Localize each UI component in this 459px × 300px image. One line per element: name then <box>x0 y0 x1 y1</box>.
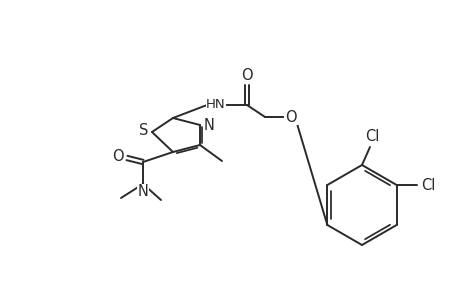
Text: S: S <box>139 122 148 137</box>
Text: N: N <box>203 118 214 133</box>
Text: O: O <box>241 68 252 82</box>
Text: Cl: Cl <box>420 178 435 193</box>
Text: HN: HN <box>206 98 225 110</box>
Text: O: O <box>285 110 296 124</box>
Text: Cl: Cl <box>364 128 378 143</box>
Text: O: O <box>112 148 123 164</box>
Text: N: N <box>137 184 148 200</box>
